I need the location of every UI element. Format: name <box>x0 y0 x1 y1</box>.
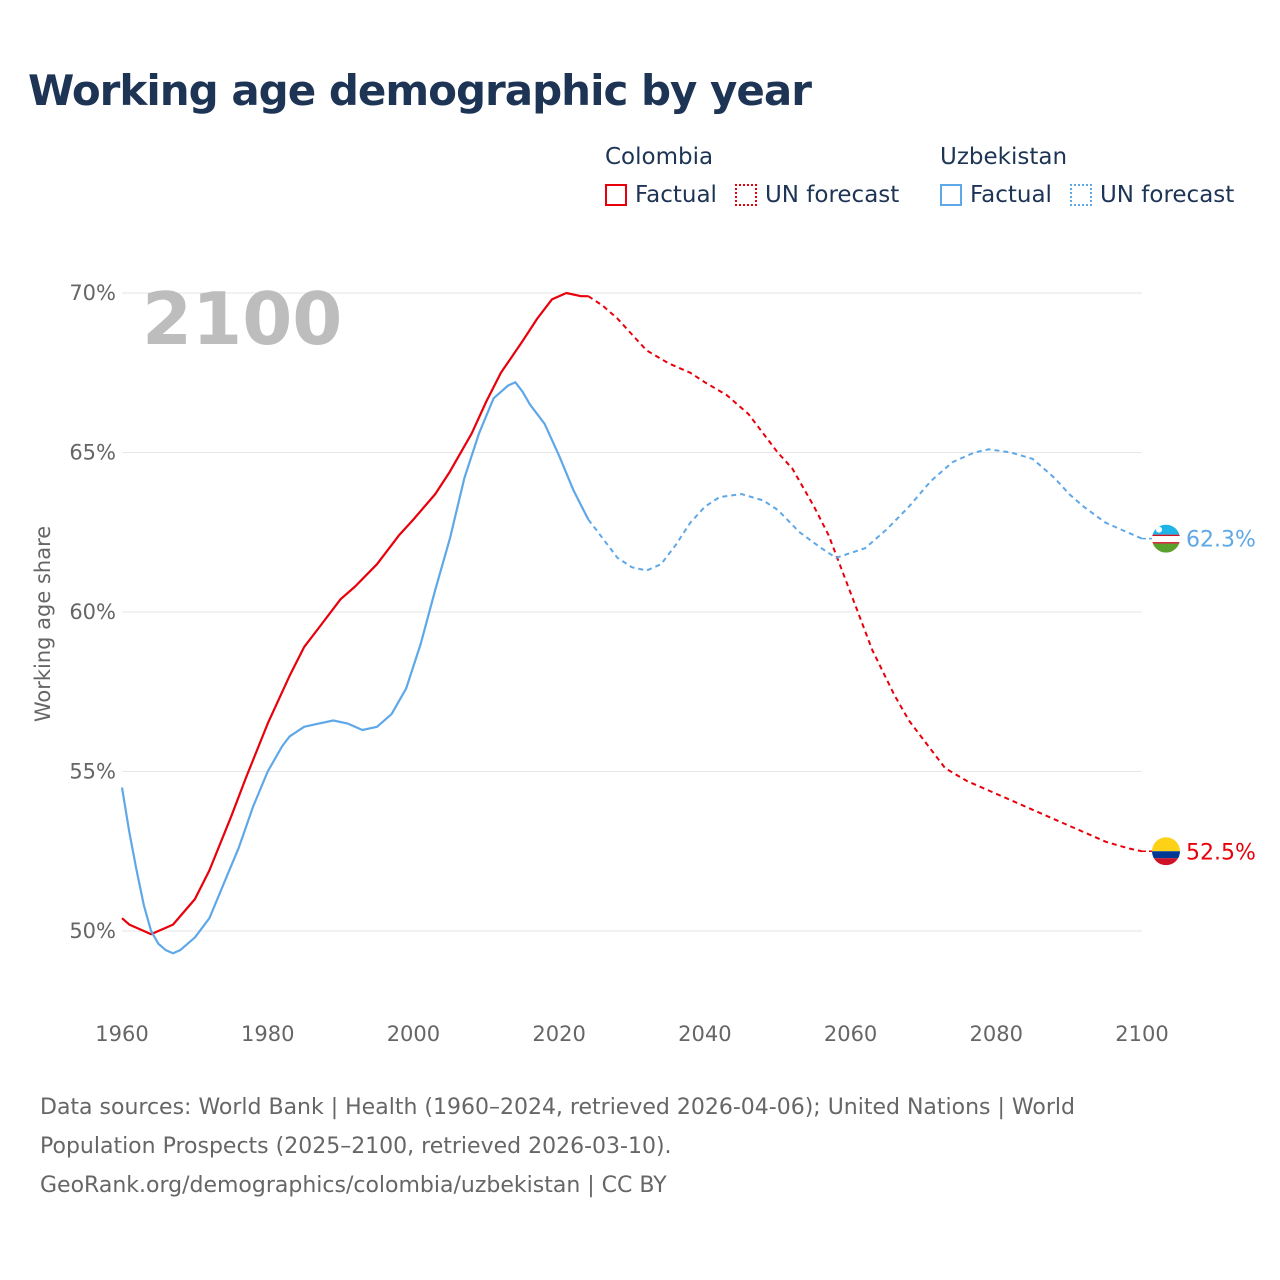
legend-colombia: Colombia Factual UN forecast <box>605 144 917 208</box>
x-tick-label: 2020 <box>532 1022 585 1046</box>
y-tick-label: 70% <box>69 281 116 305</box>
y-tick-label: 50% <box>69 919 116 943</box>
legend-colombia-forecast-label: UN forecast <box>764 182 900 208</box>
legend-uzbekistan-factual[interactable]: Factual <box>940 182 1052 208</box>
x-tick-label: 1980 <box>241 1022 294 1046</box>
x-tick-label: 2060 <box>824 1022 877 1046</box>
chart-title: Working age demographic by year <box>28 66 812 115</box>
legend-uzbekistan: Uzbekistan Factual UN forecast <box>940 144 1252 208</box>
chart-grid <box>122 292 1142 932</box>
series-end-markers: 52.5% 62.3% <box>1142 524 1256 866</box>
colombia-forecast-line[interactable] <box>587 295 1143 853</box>
uzbekistan-forecast-line[interactable] <box>587 448 1143 572</box>
legend-uzbekistan-factual-label: Factual <box>970 182 1052 208</box>
footer-line-3[interactable]: GeoRank.org/demographics/colombia/uzbeki… <box>40 1173 667 1198</box>
uzbekistan-factual-line[interactable] <box>120 381 590 955</box>
legend-colombia-forecast[interactable]: UN forecast <box>734 182 900 208</box>
colombia-factual-line[interactable] <box>121 291 589 936</box>
year-watermark: 2100 <box>142 277 342 361</box>
footer-line-1: Data sources: World Bank | Health (1960–… <box>40 1095 1075 1120</box>
x-tick-label: 2080 <box>970 1022 1023 1046</box>
y-axis-label: Working age share <box>31 526 55 722</box>
chart-series <box>120 291 1143 955</box>
y-tick-label: 55% <box>69 760 116 784</box>
colombia-end-value-label: 52.5% <box>1186 840 1256 865</box>
legend-colombia-name: Colombia <box>605 144 714 170</box>
legend-uzbekistan-forecast-label: UN forecast <box>1099 182 1235 208</box>
legend-colombia-forecast-swatch <box>734 184 757 206</box>
x-tick-label: 1960 <box>95 1022 148 1046</box>
uzbekistan-flag-icon <box>1152 524 1180 553</box>
x-axis-ticks: 1960 1980 2000 2020 2040 2060 2080 2100 <box>95 1022 1168 1046</box>
legend-colombia-factual-swatch <box>605 184 627 206</box>
y-axis-ticks: 50% 55% 60% 65% 70% <box>69 281 116 943</box>
footer-sources: Data sources: World Bank | Health (1960–… <box>40 1088 1240 1205</box>
x-tick-label: 2100 <box>1115 1022 1168 1046</box>
legend-uzbekistan-forecast-swatch <box>1069 184 1092 206</box>
legend-uzbekistan-factual-swatch <box>940 184 962 206</box>
x-tick-label: 2040 <box>678 1022 731 1046</box>
footer-line-2: Population Prospects (2025–2100, retriev… <box>40 1134 672 1159</box>
colombia-flag-icon <box>1152 837 1180 866</box>
legend-uzbekistan-name: Uzbekistan <box>940 144 1068 170</box>
y-tick-label: 60% <box>69 600 116 624</box>
x-tick-label: 2000 <box>387 1022 440 1046</box>
legend-uzbekistan-forecast[interactable]: UN forecast <box>1069 182 1235 208</box>
legend-colombia-factual[interactable]: Factual <box>605 182 717 208</box>
legend-colombia-factual-label: Factual <box>635 182 717 208</box>
uzbekistan-end-value-label: 62.3% <box>1186 528 1256 553</box>
y-tick-label: 65% <box>69 441 116 465</box>
